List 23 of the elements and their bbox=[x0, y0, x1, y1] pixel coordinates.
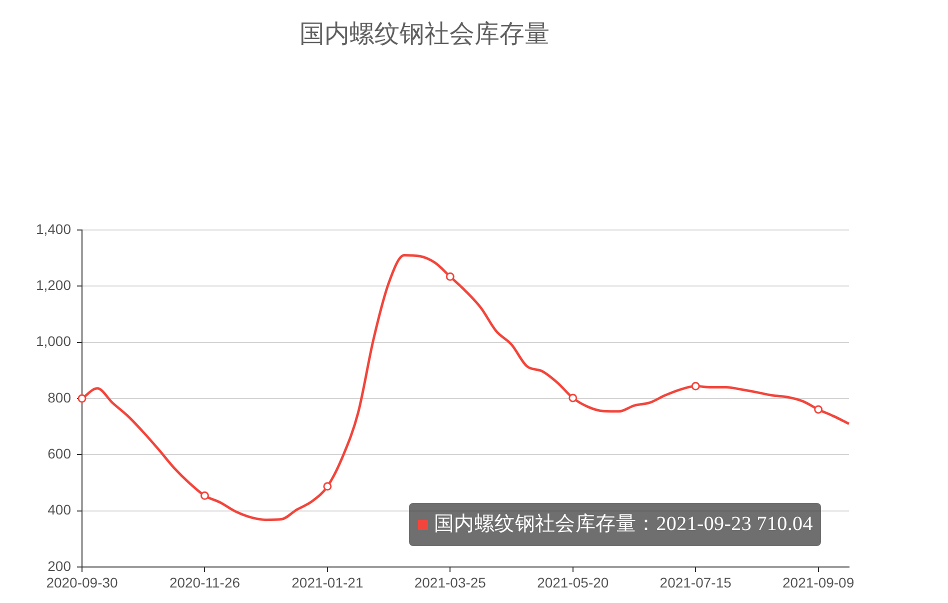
x-tick-label: 2021-05-20 bbox=[537, 574, 609, 590]
y-tick-label: 1,200 bbox=[36, 277, 72, 294]
point bbox=[78, 394, 86, 403]
point bbox=[323, 482, 332, 491]
point bbox=[814, 405, 823, 414]
x-tick-label: 2020-11-26 bbox=[169, 574, 240, 590]
point bbox=[200, 491, 209, 500]
y-tick-label: 800 bbox=[48, 389, 72, 406]
y-tick-label: 200 bbox=[48, 558, 72, 574]
point bbox=[568, 394, 578, 402]
x-tick-label: 2021-09-09 bbox=[782, 574, 854, 590]
point bbox=[691, 382, 700, 390]
x-tick-label: 2020-09-30 bbox=[46, 574, 118, 590]
annotation: 国内螺纹钢社会库存量：2021-09-23 710.04 bbox=[434, 512, 813, 537]
x-tick-label: 2021-07-15 bbox=[660, 574, 732, 590]
x-tick-label: 2021-01-21 bbox=[292, 574, 364, 590]
y-tick-label: 1,400 bbox=[36, 220, 72, 237]
y-tick-label: 600 bbox=[48, 446, 72, 462]
chart-title: 国内螺纹钢社会库存量 bbox=[300, 20, 550, 48]
point bbox=[446, 272, 454, 281]
y-tick-label: 1,000 bbox=[36, 333, 72, 350]
y-tick-label: 400 bbox=[48, 502, 72, 518]
x-tick-label: 2021-03-25 bbox=[414, 574, 486, 590]
